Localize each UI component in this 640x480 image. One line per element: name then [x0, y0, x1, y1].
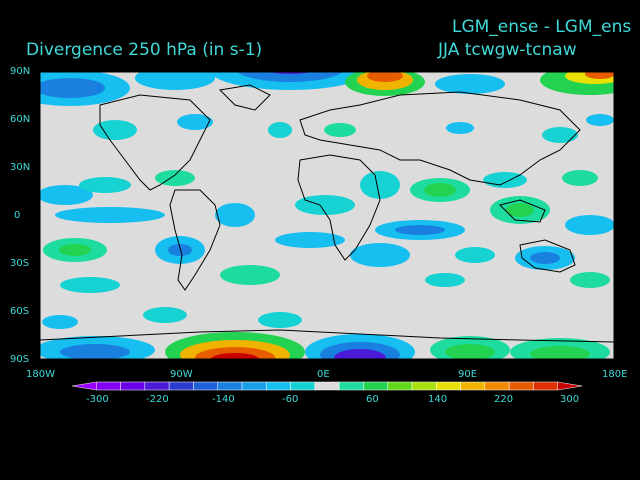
colorbar-swatch	[266, 381, 291, 391]
plot-title: Divergence 250 hPa (in s-1)	[26, 40, 263, 60]
colorbar-swatch	[484, 381, 510, 391]
colorbar-label-minus220: -220	[146, 394, 169, 405]
colorbar-swatch	[557, 381, 583, 391]
lon-label-90e: 90E	[458, 369, 478, 380]
colorbar-swatch	[436, 381, 461, 391]
colorbar-swatch	[71, 381, 97, 391]
colorbar-label-minus300: -300	[86, 394, 109, 405]
colorbar-swatch	[314, 381, 340, 391]
colorbar-swatch	[217, 381, 243, 391]
lat-label-30n: 30N	[10, 162, 31, 173]
colorbar-label-minus60: -60	[282, 394, 299, 405]
colorbar-swatch	[387, 381, 413, 391]
lat-label-0: 0	[14, 210, 21, 221]
lat-label-60n: 60N	[10, 114, 31, 125]
colorbar-swatch	[241, 381, 267, 391]
colorbar-swatch	[338, 381, 364, 391]
lon-label-180w: 180W	[26, 369, 55, 380]
colorbar-swatch	[144, 381, 170, 391]
lon-label-180e: 180E	[602, 369, 628, 380]
colorbar-swatch	[363, 381, 388, 391]
colorbar-label-minus140: -140	[212, 394, 235, 405]
colorbar-swatch	[96, 381, 121, 391]
experiment-title: LGM_ense - LGM_ens	[452, 17, 632, 37]
colorbar-swatch	[533, 381, 558, 391]
colorbar-swatch	[508, 381, 534, 391]
lon-label-0e: 0E	[317, 369, 330, 380]
colorbar-swatch	[168, 381, 194, 391]
coastlines	[40, 84, 614, 343]
contour-fields	[40, 72, 614, 359]
lat-label-90n: 90N	[10, 66, 31, 77]
lat-label-30s: 30S	[10, 258, 30, 269]
colorbar-swatch	[460, 381, 486, 391]
lon-label-90w: 90W	[170, 369, 193, 380]
lat-label-60s: 60S	[10, 306, 30, 317]
colorbar-swatch	[290, 381, 316, 391]
colorbar-label-220: 220	[494, 394, 514, 405]
colorbar-label-60: 60	[366, 394, 379, 405]
colorbar	[71, 381, 583, 391]
lat-label-90s: 90S	[10, 354, 30, 365]
colorbar-label-140: 140	[428, 394, 448, 405]
colorbar-swatch	[193, 381, 218, 391]
colorbar-swatch	[120, 381, 146, 391]
colorbar-label-300: 300	[560, 394, 580, 405]
colorbar-swatch	[411, 381, 437, 391]
season-subtitle: JJA tcwgw-tcnaw	[438, 40, 577, 60]
